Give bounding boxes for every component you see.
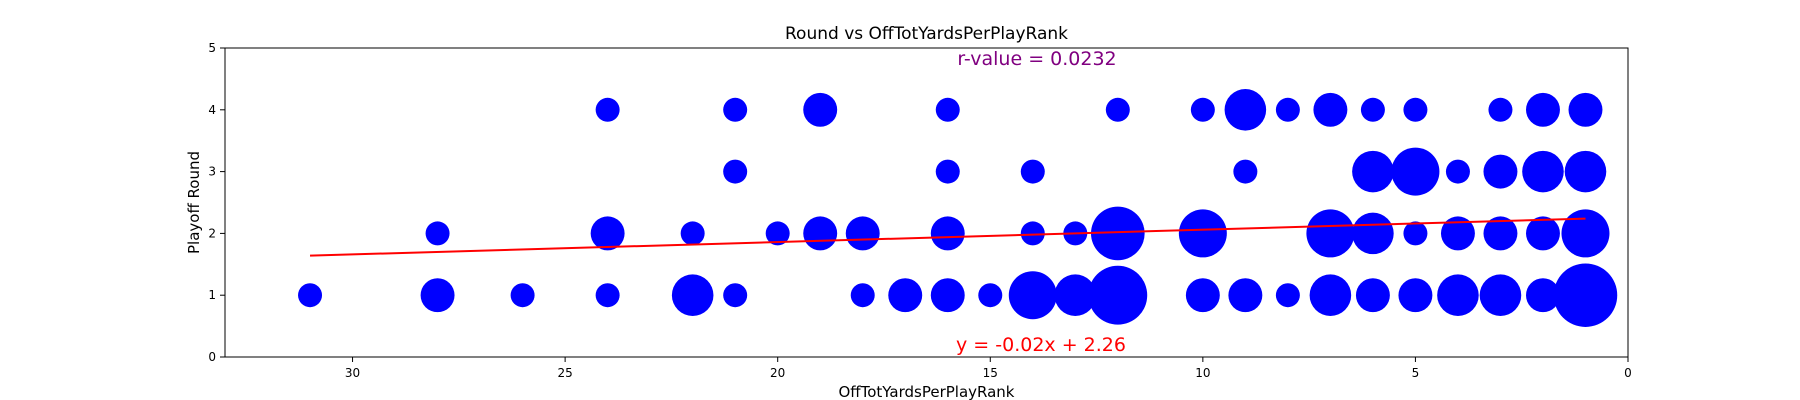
data-point bbox=[1306, 209, 1355, 258]
r-value-annotation: r-value = 0.0232 bbox=[957, 48, 1116, 70]
data-point bbox=[1525, 92, 1560, 127]
data-point bbox=[1483, 216, 1518, 251]
axes-frame bbox=[224, 47, 1629, 358]
data-point bbox=[1564, 150, 1607, 193]
data-point bbox=[510, 283, 535, 308]
y-tick-label: 1 bbox=[208, 288, 216, 302]
data-point bbox=[1525, 278, 1560, 313]
data-point bbox=[298, 283, 323, 308]
y-tick-label: 3 bbox=[208, 165, 216, 179]
y-tick-label: 4 bbox=[208, 103, 216, 117]
data-point bbox=[935, 97, 960, 122]
y-tick-label: 5 bbox=[208, 41, 216, 55]
data-point bbox=[595, 283, 620, 308]
data-point bbox=[1437, 274, 1479, 316]
data-point bbox=[803, 92, 838, 127]
data-point bbox=[680, 221, 705, 246]
data-point bbox=[1020, 159, 1045, 184]
data-point bbox=[1275, 97, 1300, 122]
data-point bbox=[1228, 278, 1263, 313]
data-point bbox=[1403, 221, 1428, 246]
data-point bbox=[1105, 97, 1130, 122]
x-tick-label: 5 bbox=[1412, 366, 1420, 380]
data-point bbox=[935, 159, 960, 184]
data-point bbox=[420, 278, 455, 313]
data-point bbox=[1275, 283, 1300, 308]
points-layer bbox=[298, 89, 1618, 327]
data-point bbox=[1190, 97, 1215, 122]
y-axis-label: Playoff Round bbox=[185, 151, 203, 254]
x-tick-label: 30 bbox=[345, 366, 360, 380]
data-point bbox=[1553, 263, 1618, 327]
data-point bbox=[1233, 159, 1258, 184]
data-point bbox=[765, 221, 790, 246]
data-point bbox=[1224, 89, 1267, 131]
data-point bbox=[425, 221, 450, 246]
x-tick-label: 20 bbox=[770, 366, 785, 380]
data-point bbox=[1178, 209, 1227, 258]
data-point bbox=[888, 278, 923, 313]
data-point bbox=[723, 283, 748, 308]
x-tick-label: 10 bbox=[1195, 366, 1210, 380]
fit-line bbox=[310, 217, 1586, 257]
data-point bbox=[1561, 209, 1610, 258]
fit-equation-annotation: y = -0.02x + 2.26 bbox=[956, 334, 1126, 356]
data-point bbox=[595, 97, 620, 122]
data-point bbox=[850, 283, 875, 308]
data-point bbox=[1352, 212, 1394, 255]
y-tick-label: 2 bbox=[208, 226, 216, 240]
data-point bbox=[590, 216, 625, 251]
data-point bbox=[978, 283, 1003, 308]
data-point bbox=[930, 216, 965, 251]
data-point bbox=[1525, 216, 1560, 251]
x-axis-label: OffTotYardsPerPlayRank bbox=[838, 383, 1014, 400]
data-point bbox=[1352, 150, 1394, 193]
data-point bbox=[1445, 159, 1470, 184]
x-tick-label: 25 bbox=[557, 366, 572, 380]
data-point bbox=[845, 216, 880, 251]
data-point bbox=[1054, 274, 1097, 316]
data-point bbox=[1088, 265, 1148, 325]
x-tick-label: 15 bbox=[983, 366, 998, 380]
data-point bbox=[671, 274, 714, 316]
data-point bbox=[1313, 92, 1348, 127]
data-point bbox=[930, 278, 965, 313]
y-axis-ticks: 0 1 2 3 4 5 bbox=[208, 41, 225, 364]
data-point bbox=[723, 159, 748, 184]
data-point bbox=[1360, 97, 1385, 122]
data-point bbox=[1185, 278, 1220, 313]
data-point bbox=[1020, 221, 1045, 246]
data-point bbox=[723, 97, 748, 122]
data-point bbox=[1309, 274, 1352, 316]
data-point bbox=[1398, 278, 1433, 313]
data-point bbox=[1479, 274, 1522, 316]
data-point bbox=[1008, 271, 1057, 320]
data-point bbox=[1440, 216, 1475, 251]
x-tick-label: 0 bbox=[1624, 366, 1632, 380]
data-point bbox=[1568, 92, 1603, 127]
x-axis-ticks: 30 25 20 15 10 5 0 bbox=[345, 357, 1632, 380]
data-point bbox=[1488, 97, 1513, 122]
y-tick-label: 0 bbox=[208, 350, 216, 364]
data-point bbox=[1522, 150, 1564, 193]
chart-title: Round vs OffTotYardsPerPlayRank bbox=[785, 24, 1068, 44]
data-point bbox=[803, 216, 838, 251]
data-point bbox=[1403, 97, 1428, 122]
data-point bbox=[1391, 147, 1440, 196]
data-point bbox=[1090, 206, 1145, 261]
data-point bbox=[1483, 154, 1518, 189]
data-point bbox=[1355, 278, 1390, 313]
